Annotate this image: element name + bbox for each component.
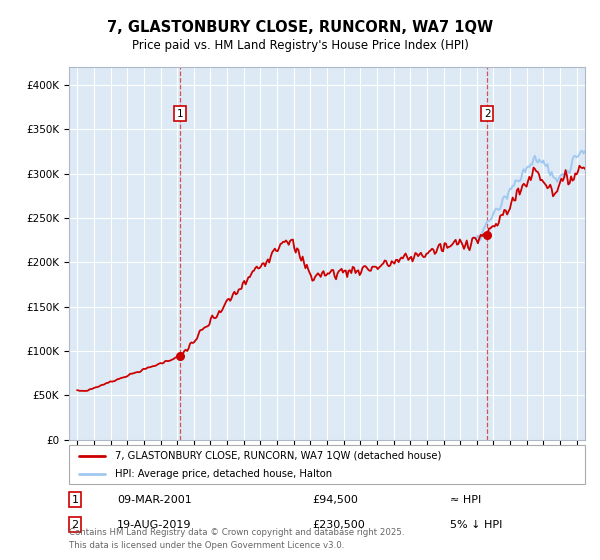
Text: £94,500: £94,500 [312, 494, 358, 505]
Text: 09-MAR-2001: 09-MAR-2001 [117, 494, 192, 505]
Text: 1: 1 [71, 494, 79, 505]
Text: 7, GLASTONBURY CLOSE, RUNCORN, WA7 1QW: 7, GLASTONBURY CLOSE, RUNCORN, WA7 1QW [107, 20, 493, 35]
Text: 2: 2 [484, 109, 491, 119]
Text: HPI: Average price, detached house, Halton: HPI: Average price, detached house, Halt… [115, 469, 332, 479]
Text: 7, GLASTONBURY CLOSE, RUNCORN, WA7 1QW (detached house): 7, GLASTONBURY CLOSE, RUNCORN, WA7 1QW (… [115, 451, 442, 461]
Text: 5% ↓ HPI: 5% ↓ HPI [450, 520, 502, 530]
Text: £230,500: £230,500 [312, 520, 365, 530]
Text: Price paid vs. HM Land Registry's House Price Index (HPI): Price paid vs. HM Land Registry's House … [131, 39, 469, 52]
Text: Contains HM Land Registry data © Crown copyright and database right 2025.
This d: Contains HM Land Registry data © Crown c… [69, 529, 404, 550]
Text: 19-AUG-2019: 19-AUG-2019 [117, 520, 191, 530]
Text: 2: 2 [71, 520, 79, 530]
FancyBboxPatch shape [69, 445, 585, 484]
Text: ≈ HPI: ≈ HPI [450, 494, 481, 505]
Text: 1: 1 [177, 109, 184, 119]
